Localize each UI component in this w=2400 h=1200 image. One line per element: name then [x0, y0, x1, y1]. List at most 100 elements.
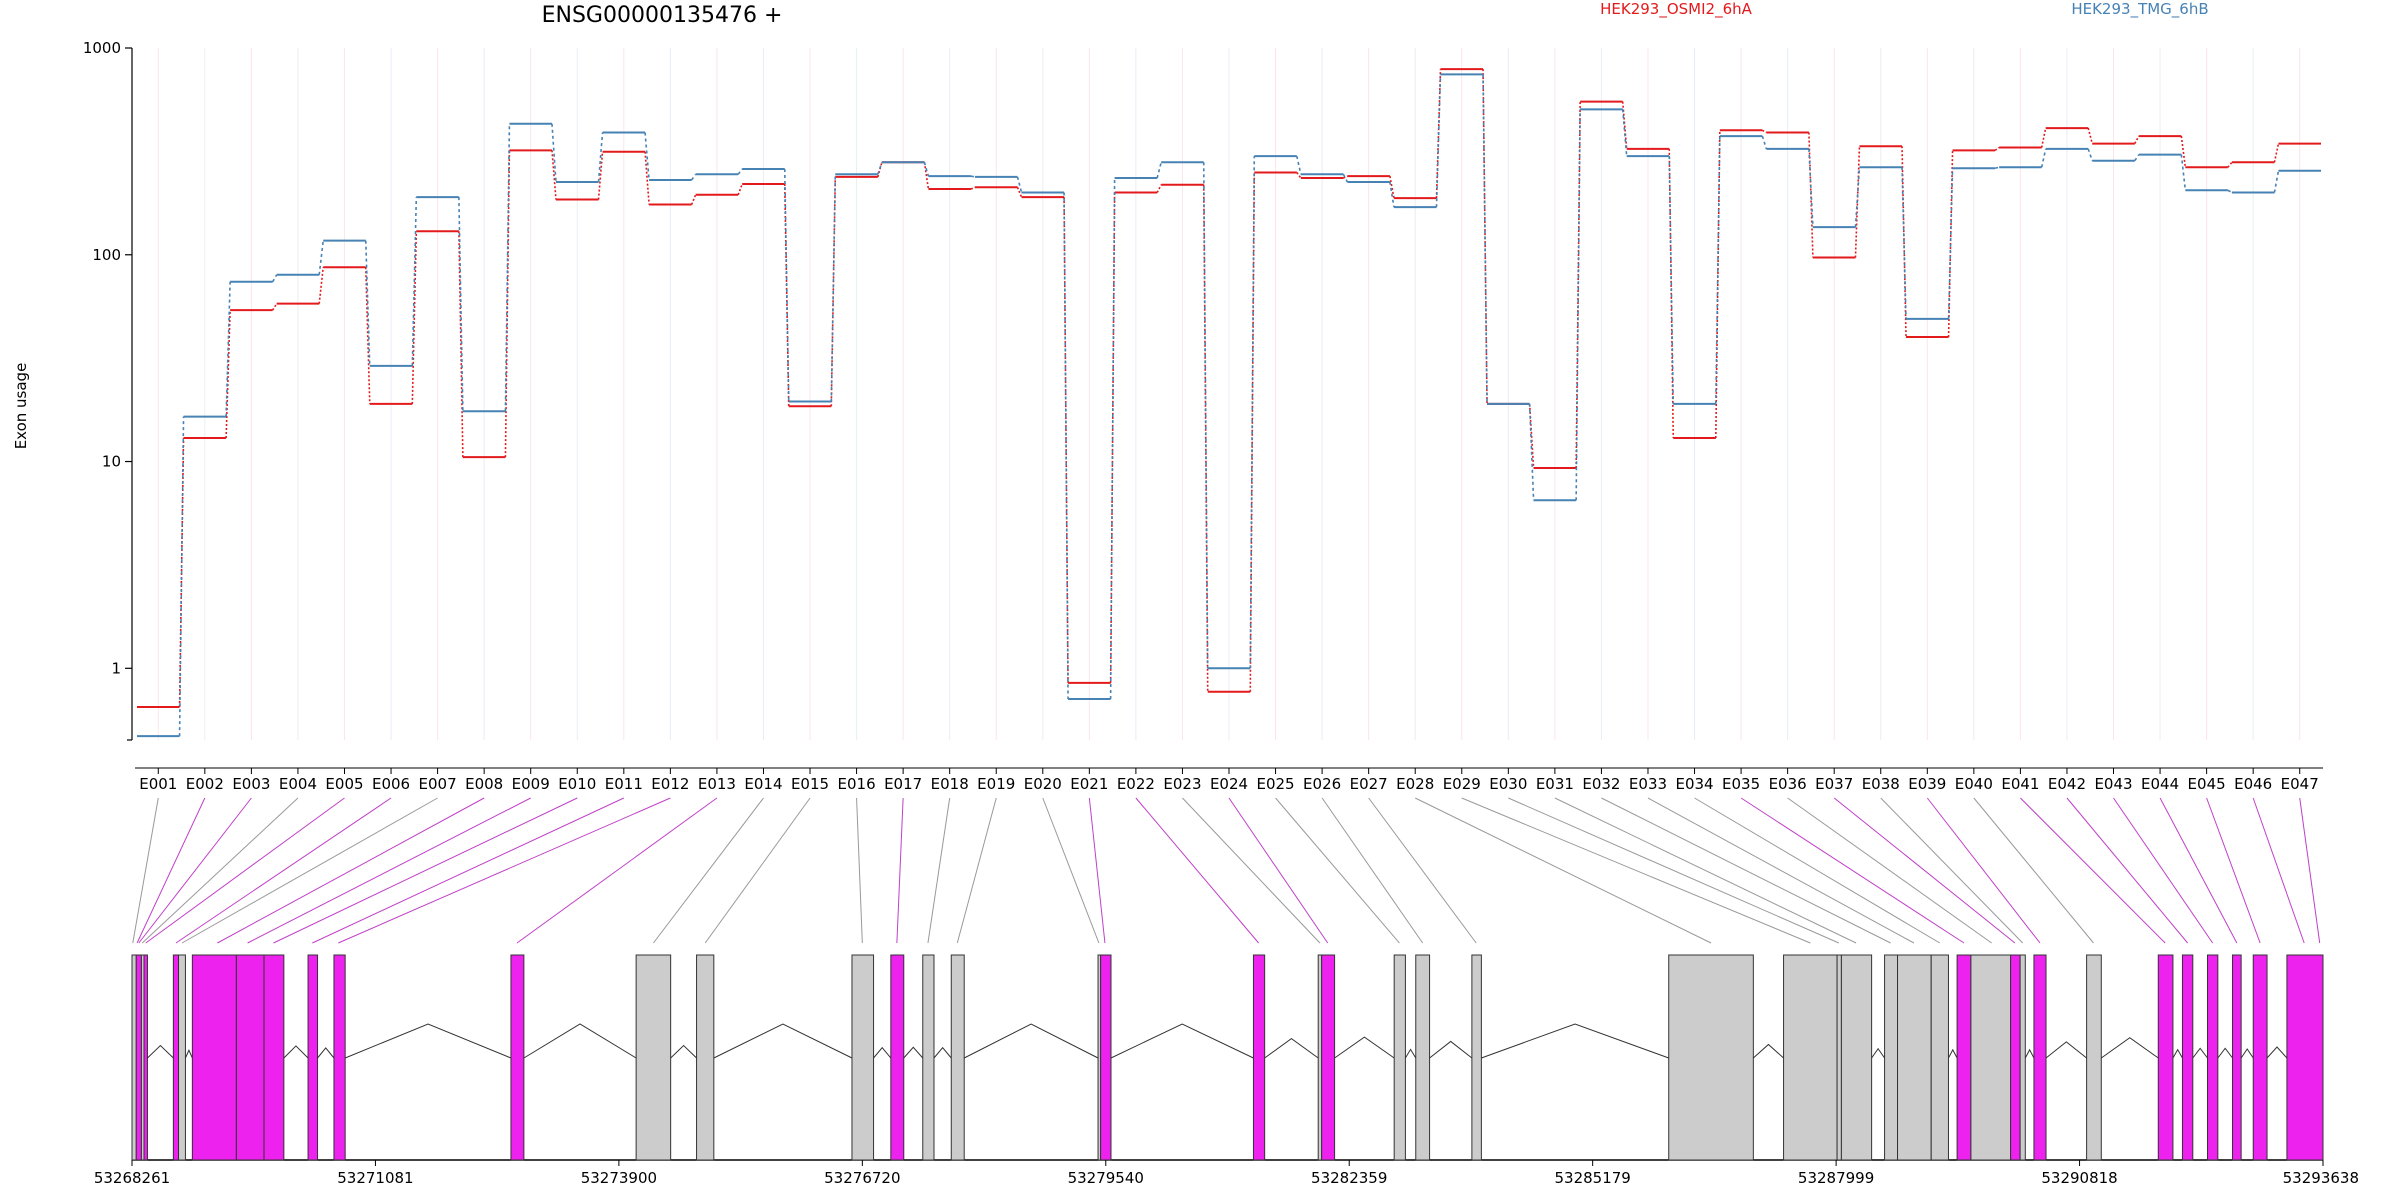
- y-tick-label: 10: [102, 453, 121, 471]
- series-1-connector: [1947, 168, 1954, 319]
- series-1-connector: [1296, 155, 1302, 175]
- exon-block: [2286, 954, 2324, 1161]
- series-0-connector: [1808, 132, 1814, 258]
- x-tick-label-E015: E015: [791, 775, 829, 793]
- exon-link-E047: [2299, 797, 2321, 944]
- intron-line: [2217, 1047, 2233, 1059]
- x-tick-label-E014: E014: [744, 775, 782, 793]
- series-0-connector: [1947, 150, 1954, 338]
- series-1-connector: [225, 281, 231, 417]
- exon-block: [510, 954, 525, 1161]
- series-1-connector: [1761, 135, 1768, 150]
- y-tick-label: 1000: [83, 39, 121, 57]
- x-tick-label-E004: E004: [279, 775, 317, 793]
- y-tick-label: 1: [111, 659, 121, 677]
- series-1-connector: [2134, 154, 2140, 162]
- exon-link-E023: [1182, 797, 1321, 944]
- exon-block: [191, 954, 237, 1161]
- exon-block: [1836, 954, 1842, 1161]
- x-tick-label-E033: E033: [1629, 775, 1667, 793]
- series-1-connector: [318, 240, 325, 275]
- exon-link-E015: [704, 797, 811, 944]
- x-tick-label-E030: E030: [1489, 775, 1527, 793]
- x-tick-label-E029: E029: [1443, 775, 1481, 793]
- series-1-connector: [644, 132, 650, 181]
- series-0-connector: [411, 231, 418, 404]
- exon-link-E011: [312, 797, 625, 944]
- series-1: [137, 73, 2321, 738]
- exon-block: [2252, 954, 2268, 1161]
- series-1-connector: [411, 197, 418, 366]
- series-1-connector: [2227, 189, 2233, 194]
- series-1-connector: [830, 174, 837, 402]
- intron-line: [147, 1044, 174, 1059]
- series-1-connector: [1854, 167, 1861, 228]
- x-tick-label-E006: E006: [372, 775, 410, 793]
- intron-line: [963, 1023, 1099, 1059]
- exon-block: [2019, 954, 2026, 1161]
- series-0-connector: [2227, 161, 2233, 168]
- x-tick-label-E016: E016: [838, 775, 876, 793]
- intron-line: [1481, 1023, 1669, 1059]
- exon-to-gene-links: [132, 797, 2321, 944]
- exon-link-E022: [1135, 797, 1260, 944]
- exon-link-E008: [217, 797, 485, 944]
- series-1-connector: [970, 175, 976, 178]
- series-1-connector: [783, 168, 790, 402]
- intron-line: [1110, 1023, 1254, 1059]
- x-tick-label-E036: E036: [1769, 775, 1807, 793]
- intron-line: [2024, 1048, 2035, 1059]
- genomic-tick-label: 53271081: [337, 1169, 413, 1187]
- exon-block: [851, 954, 875, 1161]
- series-0-connector: [271, 303, 278, 311]
- series-1-connector: [1249, 156, 1256, 669]
- exon-link-E033: [1647, 797, 1915, 944]
- exon-block: [135, 954, 142, 1161]
- intron-line: [184, 1049, 193, 1059]
- series-0-connector: [1016, 186, 1023, 198]
- x-tick-label-E003: E003: [232, 775, 270, 793]
- intron-line: [903, 1046, 924, 1059]
- x-tick-label-E012: E012: [651, 775, 689, 793]
- vertical-grid: [157, 48, 2301, 740]
- exon-link-E040: [1973, 797, 2094, 944]
- series-1-connector: [877, 162, 883, 175]
- exon-block: [2232, 954, 2242, 1161]
- series-1-connector: [1063, 192, 1069, 700]
- series-1-connector: [1901, 167, 1907, 319]
- exon-block: [2086, 954, 2102, 1161]
- x-tick-label-E017: E017: [884, 775, 922, 793]
- exon-block: [635, 954, 672, 1161]
- exon-link-E007: [181, 797, 438, 944]
- series-0-connector: [1343, 175, 1348, 179]
- exon-link-E021: [1088, 797, 1106, 944]
- series-1-connector: [2273, 170, 2280, 193]
- x-tick-label-E023: E023: [1163, 775, 1201, 793]
- x-tick-label-E007: E007: [419, 775, 457, 793]
- series-0-connector: [2134, 135, 2140, 144]
- series-0-connector: [551, 150, 557, 200]
- legend-entry-series-0: HEK293_OSMI2_6hA: [1600, 0, 1753, 19]
- series-1-connector: [178, 416, 185, 737]
- x-tick-label-E024: E024: [1210, 775, 1248, 793]
- series-1-connector: [271, 274, 278, 283]
- intron-line: [2100, 1037, 2159, 1059]
- x-tick-label-E022: E022: [1117, 775, 1155, 793]
- series-1-connector: [1156, 162, 1162, 179]
- exon-block: [2010, 954, 2021, 1161]
- series-0-connector: [1761, 129, 1767, 134]
- genomic-tick-label: 53285179: [1554, 1169, 1630, 1187]
- exon-link-E029: [1461, 797, 1811, 944]
- series-1-connector: [1528, 403, 1535, 501]
- series-0-connector: [1156, 184, 1162, 193]
- x-tick-label-E031: E031: [1536, 775, 1574, 793]
- exon-block: [1884, 954, 1899, 1161]
- exon-block: [1840, 954, 1873, 1161]
- x-tick-label-E044: E044: [2141, 775, 2179, 793]
- series-0-connector: [225, 310, 231, 438]
- exon-block: [1471, 954, 1482, 1161]
- exon-block: [922, 954, 935, 1161]
- intron-line: [283, 1045, 309, 1059]
- series-0-connector: [1668, 148, 1675, 438]
- x-tick-label-E035: E035: [1722, 775, 1760, 793]
